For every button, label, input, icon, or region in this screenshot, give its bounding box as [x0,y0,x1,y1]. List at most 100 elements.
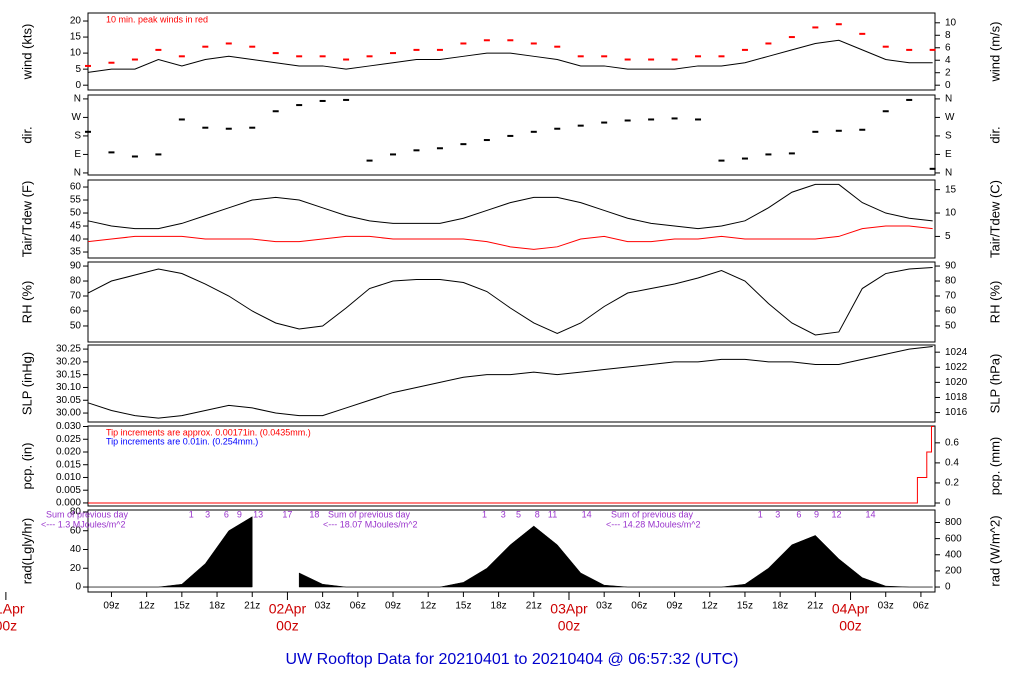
x-tick-label: 03z [315,601,331,612]
y-tick-label: 0 [75,582,81,593]
cumulative-label: 3 [501,509,506,519]
x-tick-label: 15z [455,601,471,612]
dash-mark [601,55,608,58]
dash-mark [929,48,936,51]
dash-mark [741,157,748,160]
cumulative-label: 11 [548,509,557,519]
date-sublabel: 00z [0,618,17,634]
y2-tick-label: 10 [945,208,957,219]
y-tick-label: 30.00 [56,408,81,419]
cumulative-label: 13 [253,509,263,519]
dash-mark [906,98,913,101]
dash-mark [671,117,678,120]
x-tick-label: 12z [702,601,718,612]
dash-mark [601,121,608,124]
dash-mark [788,36,795,39]
dash-mark [413,149,420,152]
dash-mark [272,110,279,113]
y-tick-label: 0.005 [56,485,81,496]
cumulative-label: 9 [237,509,242,519]
dash-mark [765,42,772,45]
y2-tick-label: 90 [945,261,957,272]
y-tick-label: 10 [70,48,82,59]
cumulative-label: 6 [224,509,229,519]
dash-mark [108,151,115,154]
dash-mark [624,58,631,61]
dash-mark [882,110,889,113]
dash-mark [671,58,678,61]
date-label: 01Apr [0,601,25,617]
dash-mark [577,124,584,127]
y2-axis-label: dir. [987,126,1002,143]
panel-frame [87,179,936,259]
x-tick-label: 18z [209,601,225,612]
sum-label: Sum of previous day [611,509,694,519]
dash-mark [249,45,256,48]
dash-mark [718,159,725,162]
dash-mark [131,58,138,61]
panel-frame [87,425,936,507]
cumulative-label: 8 [535,509,540,519]
area [88,516,933,588]
y-tick-label: 0.010 [56,472,81,483]
dash-mark [343,98,350,101]
y2-tick-label: 60 [945,306,957,317]
y2-tick-label: 0 [945,80,951,91]
dash-mark [812,130,819,133]
dash-mark [624,119,631,122]
dash-mark [859,32,866,35]
dash-mark [436,147,443,150]
dash-mark [319,55,326,58]
dash-mark [296,104,303,107]
dash-mark [835,23,842,26]
dash-mark [366,159,373,162]
y2-tick-label: 4 [945,55,951,66]
x-tick-label: 09z [385,601,401,612]
y-axis-label: rad(Lgly/hr) [19,518,34,584]
x-tick-label: 21z [244,601,260,612]
y2-tick-label: 6 [945,42,951,53]
x-tick-label: 06z [631,601,647,612]
y2-tick-label: 0 [945,582,951,593]
sum-label: Sum of previous day [46,509,129,519]
dash-mark [366,55,373,58]
y2-tick-label: 0.2 [945,478,959,489]
y-tick-label: 30.15 [56,369,81,380]
dash-mark [554,45,561,48]
dash-mark [460,143,467,146]
date-label: 03Apr [550,601,588,617]
y-tick-label: 90 [70,261,82,272]
y2-axis-label: SLP (hPa) [987,354,1002,414]
y-tick-label: 50 [70,321,82,332]
dash-mark [178,55,185,58]
dash-mark [812,26,819,29]
date-label: 04Apr [832,601,870,617]
panel-frame [87,94,936,176]
y2-tick-label: 80 [945,276,957,287]
cumulative-label: 14 [865,509,875,519]
x-tick-label: 09z [103,601,119,612]
dash-mark [272,52,279,55]
dash-mark [436,48,443,51]
cumulative-label: 12 [831,509,841,519]
y-tick-label: E [74,149,81,160]
line [87,225,933,250]
y2-tick-label: 70 [945,291,957,302]
dash-mark [202,126,209,129]
line [88,426,934,504]
y-axis-label: wind (kts) [19,24,34,81]
annotation: Tip increments are 0.01in. (0.254mm.) [106,436,258,446]
annotation: Tip increments are approx. 0.00171in. (0… [106,427,311,437]
dash-mark [695,118,702,121]
dash-mark [85,64,91,67]
y2-tick-label: 50 [945,321,957,332]
dash-mark [225,127,232,130]
y-tick-label: 60 [70,182,82,193]
y2-tick-label: 1016 [945,407,968,418]
y2-tick-label: N [945,94,952,105]
y2-tick-label: 8 [945,30,951,41]
sum-value: <--- 1.3 MJoules/m^2 [41,519,126,529]
y-tick-label: 80 [70,276,82,287]
y-tick-label: 70 [70,291,82,302]
